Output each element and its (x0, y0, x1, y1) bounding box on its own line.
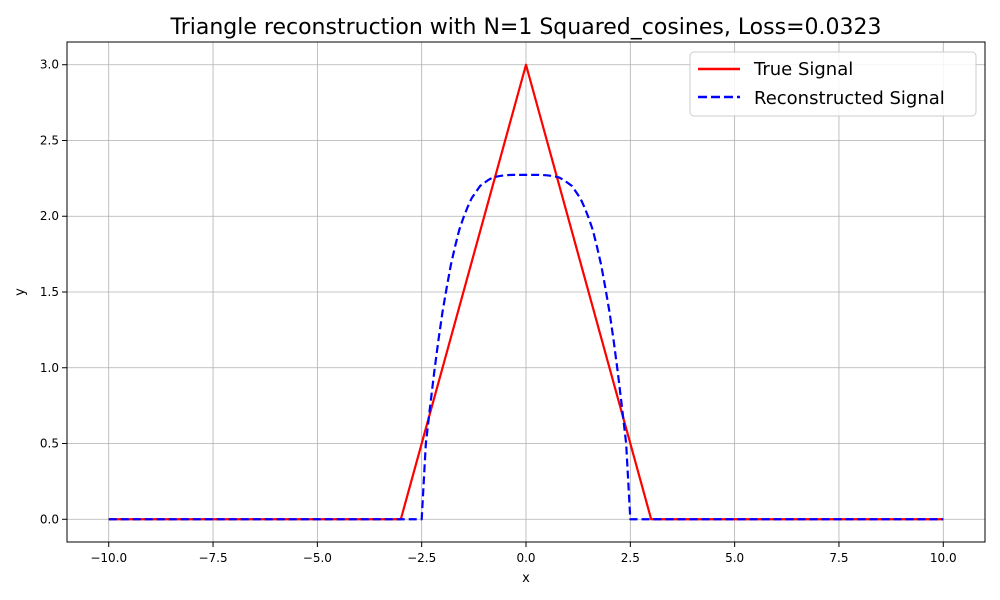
y-axis-label: y (13, 288, 28, 296)
chart-title: Triangle reconstruction with N=1 Squared… (170, 15, 882, 40)
y-tick-label: 0.5 (40, 437, 59, 451)
x-tick-label: −2.5 (407, 551, 436, 565)
x-tick-label: 0.0 (516, 551, 535, 565)
y-tick-label: 2.0 (40, 209, 59, 223)
y-axis: 0.0 0.5 1.0 1.5 2.0 2.5 3.0 (40, 58, 67, 526)
y-tick-label: 2.5 (40, 133, 59, 147)
x-axis: −10.0 −7.5 −5.0 −2.5 0.0 2.5 5.0 7.5 10.0 (90, 542, 957, 565)
legend-label-true-signal: True Signal (753, 59, 853, 80)
y-tick-label: 3.0 (40, 58, 59, 72)
x-tick-label: −7.5 (198, 551, 227, 565)
y-tick-label: 1.5 (40, 285, 59, 299)
x-tick-label: −5.0 (303, 551, 332, 565)
series-layer (108, 63, 944, 521)
x-tick-label: 7.5 (829, 551, 848, 565)
x-tick-label: 5.0 (725, 551, 744, 565)
legend: True Signal Reconstructed Signal (689, 51, 977, 117)
legend-box (689, 51, 977, 117)
x-axis-label: x (522, 571, 530, 586)
y-tick-label: 0.0 (40, 512, 59, 526)
x-tick-label: −10.0 (90, 551, 127, 565)
y-tick-label: 1.0 (40, 361, 59, 375)
x-tick-label: 10.0 (930, 551, 957, 565)
legend-label-reconstructed-signal: Reconstructed Signal (754, 88, 945, 109)
series-line-reconstructed-signal (108, 173, 944, 521)
x-tick-label: 2.5 (621, 551, 640, 565)
